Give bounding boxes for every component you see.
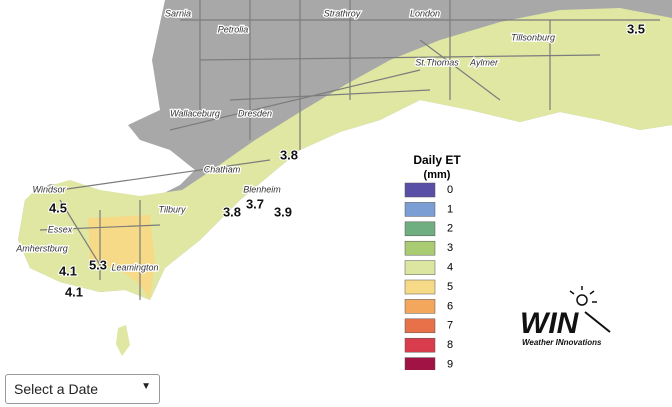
- place-label: Petrolia: [218, 24, 249, 34]
- legend-label: 7: [447, 320, 453, 332]
- logo: WIN Weather INnovations: [520, 286, 611, 347]
- place-label: Sarnia: [165, 8, 191, 18]
- place-label: Windsor: [33, 184, 67, 194]
- logo-mark: WIN: [520, 307, 580, 340]
- roads: [39, 0, 660, 300]
- legend-label: 2: [447, 223, 453, 235]
- station-value: 3.7: [246, 196, 264, 211]
- date-select[interactable]: Select a Date ▼: [5, 374, 160, 404]
- legend-swatch: [404, 260, 436, 275]
- legend-label: 5: [447, 281, 453, 293]
- station-value: 4.5: [49, 200, 67, 215]
- legend-swatch: [404, 337, 436, 353]
- logo-sun: [576, 294, 588, 306]
- place-label: Amherstburg: [15, 243, 68, 253]
- region-high: [88, 215, 155, 300]
- legend-swatch: [404, 240, 436, 256]
- place-label: Wallaceburg: [170, 108, 220, 118]
- logo-slash: [584, 311, 611, 333]
- dropdown-arrow: ▼: [141, 381, 151, 392]
- logo-rays: [569, 286, 597, 303]
- station-value: 4.1: [65, 284, 83, 299]
- legend-unit: (mm): [424, 169, 451, 181]
- map: Sarnia Petrolia Strathroy London Tillsonburg…: [14, 0, 672, 370]
- legend-swatch: [404, 357, 436, 370]
- place-label: Aylmer: [469, 57, 499, 67]
- station-value: 5.3: [89, 257, 107, 272]
- legend-swatch: [404, 221, 436, 237]
- place-label: Dresden: [238, 108, 272, 118]
- station-value: 3.5: [627, 21, 645, 36]
- legend-swatch: [404, 318, 436, 334]
- place-label: Tillsonburg: [511, 32, 555, 42]
- station-value: 3.9: [274, 204, 292, 219]
- legend-swatch: [404, 299, 436, 314]
- legend-label: 0: [447, 184, 453, 196]
- date-select-label: Select a Date: [14, 381, 99, 397]
- legend-label: 1: [447, 203, 453, 215]
- legend-label: 6: [447, 300, 453, 312]
- station-value: 4.1: [59, 263, 77, 278]
- legend-swatch: [404, 279, 436, 295]
- place-label: Chatham: [204, 164, 241, 174]
- place-label: Tilbury: [159, 204, 186, 214]
- legend-label: 9: [447, 359, 453, 370]
- place-label: St.Thomas: [415, 57, 459, 67]
- station-value: 3.8: [280, 147, 298, 162]
- legend-label: 4: [447, 262, 453, 274]
- logo-tagline: Weather INnovations: [522, 338, 602, 347]
- place-label: Leamington: [111, 262, 158, 272]
- station-value: 3.8: [223, 204, 241, 219]
- legend-title: Daily ET: [413, 153, 461, 167]
- legend-label: 8: [447, 339, 453, 351]
- island: [116, 325, 130, 356]
- legend-swatch: [404, 182, 436, 198]
- place-label: Blenheim: [243, 184, 281, 194]
- place-label: Strathroy: [324, 8, 361, 18]
- legend-swatch: [404, 202, 436, 217]
- region: [18, 8, 672, 300]
- legend-label: 3: [447, 242, 453, 254]
- place-label: London: [410, 8, 440, 18]
- place-label: Essex: [48, 224, 73, 234]
